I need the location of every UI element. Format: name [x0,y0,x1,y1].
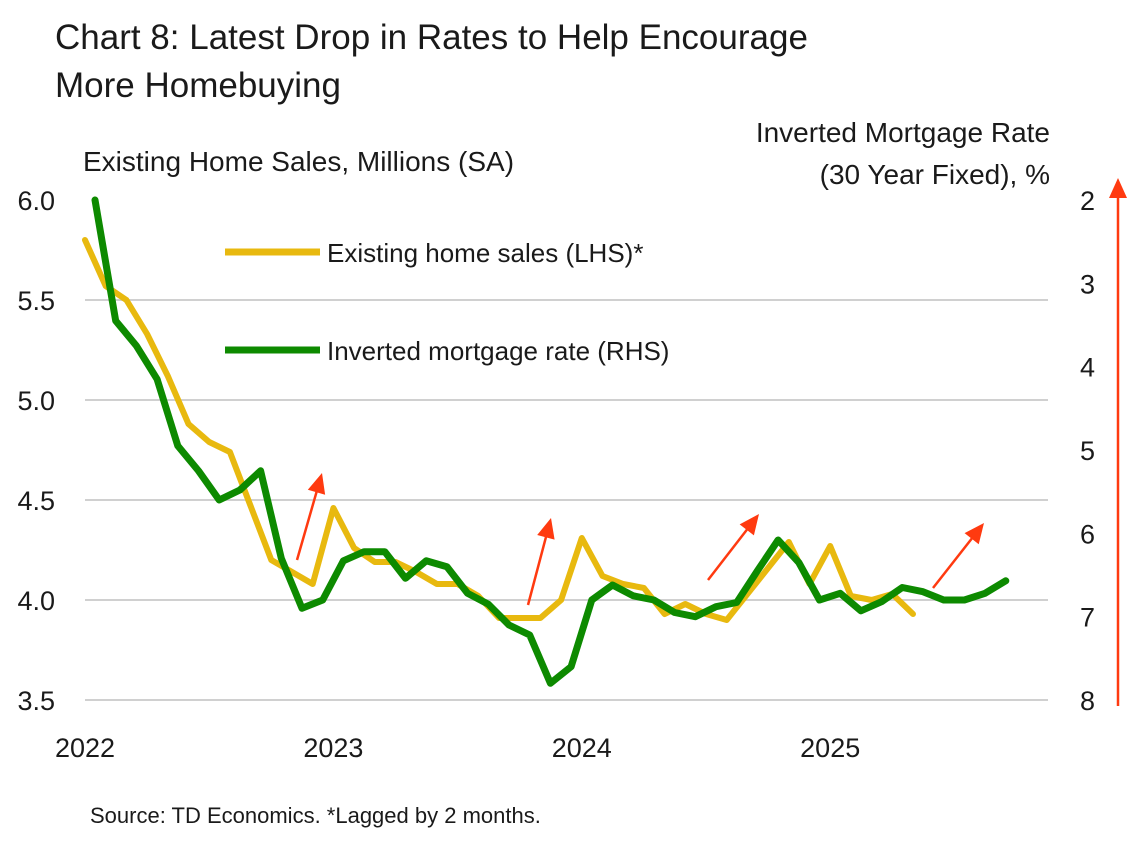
left-tick-label: 4.5 [17,486,55,516]
series-lines [82,196,1010,687]
left-tick-label: 4.0 [17,586,55,616]
right-tick-label: 3 [1080,269,1095,299]
legend-label-sales: Existing home sales (LHS)* [327,238,643,268]
right-tick-label: 6 [1080,519,1095,549]
trend-arrow-shaft [295,486,320,561]
right-axis-ticks: 2 3 4 5 6 7 8 [1080,186,1095,716]
left-axis-label: Existing Home Sales, Millions (SA) [83,146,515,177]
left-tick-label: 3.5 [17,686,55,716]
chart-title-line-1: Chart 8: Latest Drop in Rates to Help En… [55,18,808,57]
right-tick-label: 8 [1080,686,1095,716]
left-tick-label: 5.0 [17,386,55,416]
legend: Existing home sales (LHS)* Inverted mort… [225,238,669,366]
chart-title-line-2: More Homebuying [55,66,341,105]
legend-label-mortgage: Inverted mortgage rate (RHS) [327,336,669,366]
chart-title: Chart 8: Latest Drop in Rates to Help En… [55,14,1005,110]
left-tick-label: 5.5 [17,286,55,316]
sales-line [82,237,916,623]
right-tick-label: 7 [1080,603,1095,633]
right-tick-label: 4 [1080,353,1095,383]
trend-arrow-shaft [707,524,752,581]
mortgage-line [91,196,1010,687]
trend-arrow-shaft [526,531,549,606]
x-tick-label: 2023 [303,733,363,763]
trend-arrow-head [739,514,759,536]
trend-arrow-head [307,473,326,495]
right-tick-label: 5 [1080,436,1095,466]
trend-arrow-head [537,518,555,540]
left-tick-label: 6.0 [17,186,55,216]
x-tick-label: 2024 [552,733,612,763]
decorative-arrows [295,178,1127,706]
x-axis-ticks: 2022 2023 2024 2025 [55,733,860,763]
right-axis-label-line-1: Inverted Mortgage Rate [755,117,1050,148]
right-axis-label-line-2: (30 Year Fixed), % [819,159,1050,190]
trend-arrow-head [964,523,984,545]
left-axis-ticks: 6.0 5.5 5.0 4.5 4.0 3.5 [17,186,55,716]
trend-arrow-head [1109,178,1127,198]
right-axis-label: Inverted Mortgage Rate (30 Year Fixed), … [756,112,1050,196]
right-tick-label: 2 [1080,186,1095,216]
trend-arrow-shaft [932,533,977,589]
source-note: Source: TD Economics. *Lagged by 2 month… [90,803,541,828]
x-tick-label: 2022 [55,733,115,763]
x-tick-label: 2025 [800,733,860,763]
